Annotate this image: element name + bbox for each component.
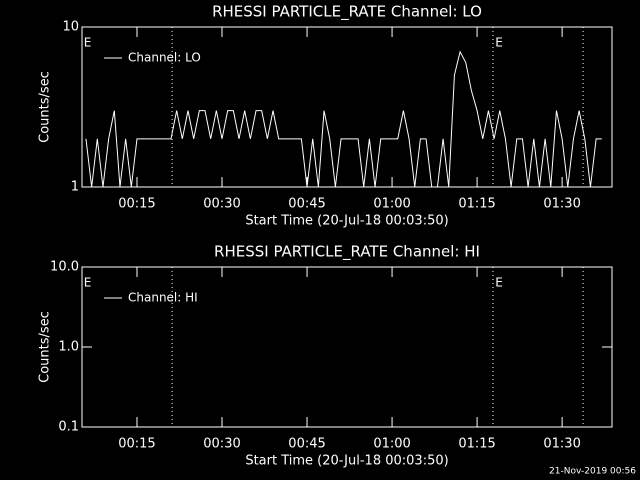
x-tick-label: 01:30 — [543, 197, 580, 212]
y-tick-label: 10 — [62, 20, 79, 35]
data-line — [85, 50, 602, 188]
y-axis-label: Counts/sec — [38, 311, 53, 383]
chart-title: RHESSI PARTICLE_RATE Channel: HI — [214, 243, 480, 262]
annotation: E — [495, 276, 503, 290]
annotation: E — [495, 36, 503, 50]
x-tick-label: 00:15 — [118, 437, 155, 452]
annotation: E — [84, 276, 92, 290]
legend-label: Channel: LO — [128, 51, 201, 65]
x-tick-label: 01:15 — [458, 437, 495, 452]
y-tick-label: 10.0 — [50, 260, 79, 275]
x-tick-label: 00:45 — [288, 197, 325, 212]
plot-frame — [81, 26, 613, 188]
y-tick-label: 1 — [71, 180, 79, 195]
legend-label: Channel: HI — [128, 291, 198, 305]
y-tick-label: 0.1 — [58, 420, 79, 435]
x-axis-label: Start Time (20-Jul-18 00:03:50) — [245, 454, 448, 469]
y-axis-label: Counts/sec — [38, 71, 53, 143]
y-tick-label: 1.0 — [58, 340, 79, 355]
x-tick-label: 01:30 — [543, 437, 580, 452]
x-tick-label: 00:45 — [288, 437, 325, 452]
x-tick-label: 00:30 — [203, 437, 240, 452]
x-tick-label: 01:15 — [458, 197, 495, 212]
annotation: E — [84, 36, 92, 50]
x-axis-label: Start Time (20-Jul-18 00:03:50) — [245, 214, 448, 229]
footer: 21-Nov-2019 00:56 — [549, 467, 636, 477]
x-tick-label: 00:15 — [118, 197, 155, 212]
x-tick-label: 00:30 — [203, 197, 240, 212]
x-tick-label: 01:00 — [373, 197, 410, 212]
x-tick-label: 01:00 — [373, 437, 410, 452]
chart-title: RHESSI PARTICLE_RATE Channel: LO — [212, 3, 482, 22]
